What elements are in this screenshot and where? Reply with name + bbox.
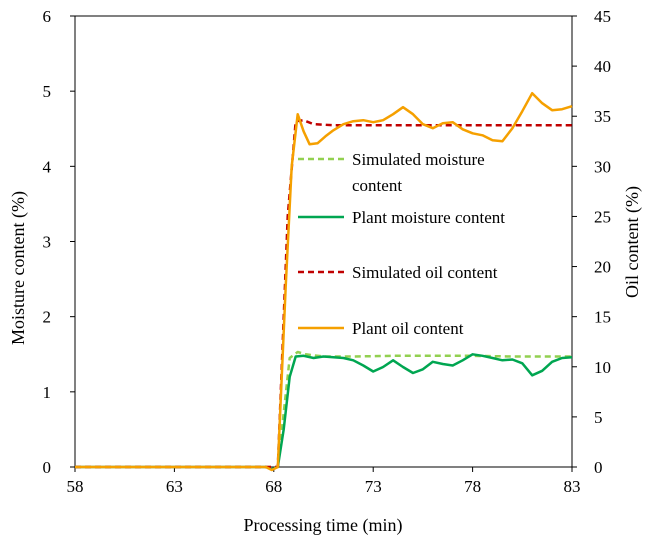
legend-label-2: Plant moisture content: [352, 208, 505, 227]
x-tick-label: 78: [464, 477, 481, 496]
left-y-axis-title: Moisture content (%): [8, 191, 29, 345]
legend-label-3: Simulated oil content: [352, 263, 498, 282]
right-y-tick-label: 0: [594, 458, 603, 477]
left-y-tick-label: 1: [43, 383, 52, 402]
x-axis-title: Processing time (min): [244, 515, 403, 536]
left-y-tick-label: 6: [43, 7, 52, 26]
x-tick-label: 63: [166, 477, 183, 496]
left-y-tick-label: 5: [43, 82, 52, 101]
left-y-tick-label: 0: [43, 458, 52, 477]
right-y-axis-ticks: 0 5 10 15 20 25 30 35 40 45: [572, 7, 611, 477]
right-y-tick-label: 10: [594, 358, 611, 377]
left-y-tick-label: 4: [43, 157, 52, 176]
legend: Simulated moisture content Plant moisture …: [298, 150, 505, 338]
right-y-tick-label: 35: [594, 107, 611, 126]
left-y-tick-label: 2: [43, 308, 52, 327]
series-line-2: [75, 353, 573, 471]
right-y-tick-label: 5: [594, 408, 603, 427]
legend-label-1: Simulated moisture content: [352, 150, 485, 195]
right-y-tick-label: 40: [594, 57, 611, 76]
series-line-3: [75, 118, 572, 469]
x-tick-label: 83: [564, 477, 581, 496]
x-axis-ticks: 58 63 68 73 78 83: [67, 467, 581, 496]
right-y-axis-title: Oil content (%): [622, 186, 643, 298]
legend-label-4: Plant oil content: [352, 319, 464, 338]
x-tick-label: 73: [365, 477, 382, 496]
plot-area: [74, 15, 573, 468]
series-lines: [75, 91, 573, 472]
right-y-tick-label: 15: [594, 308, 611, 327]
right-y-tick-label: 25: [594, 207, 611, 226]
right-y-tick-label: 30: [594, 157, 611, 176]
plot-frame: [74, 15, 573, 468]
x-tick-label: 68: [265, 477, 282, 496]
left-y-axis-ticks: 0 1 2 3 4 5 6: [43, 7, 75, 477]
series-line-4: [75, 91, 573, 472]
x-tick-label: 58: [67, 477, 84, 496]
right-y-tick-label: 45: [594, 7, 611, 26]
series-line-1: [75, 350, 572, 469]
left-y-tick-label: 3: [43, 233, 52, 252]
right-y-tick-label: 20: [594, 258, 611, 277]
